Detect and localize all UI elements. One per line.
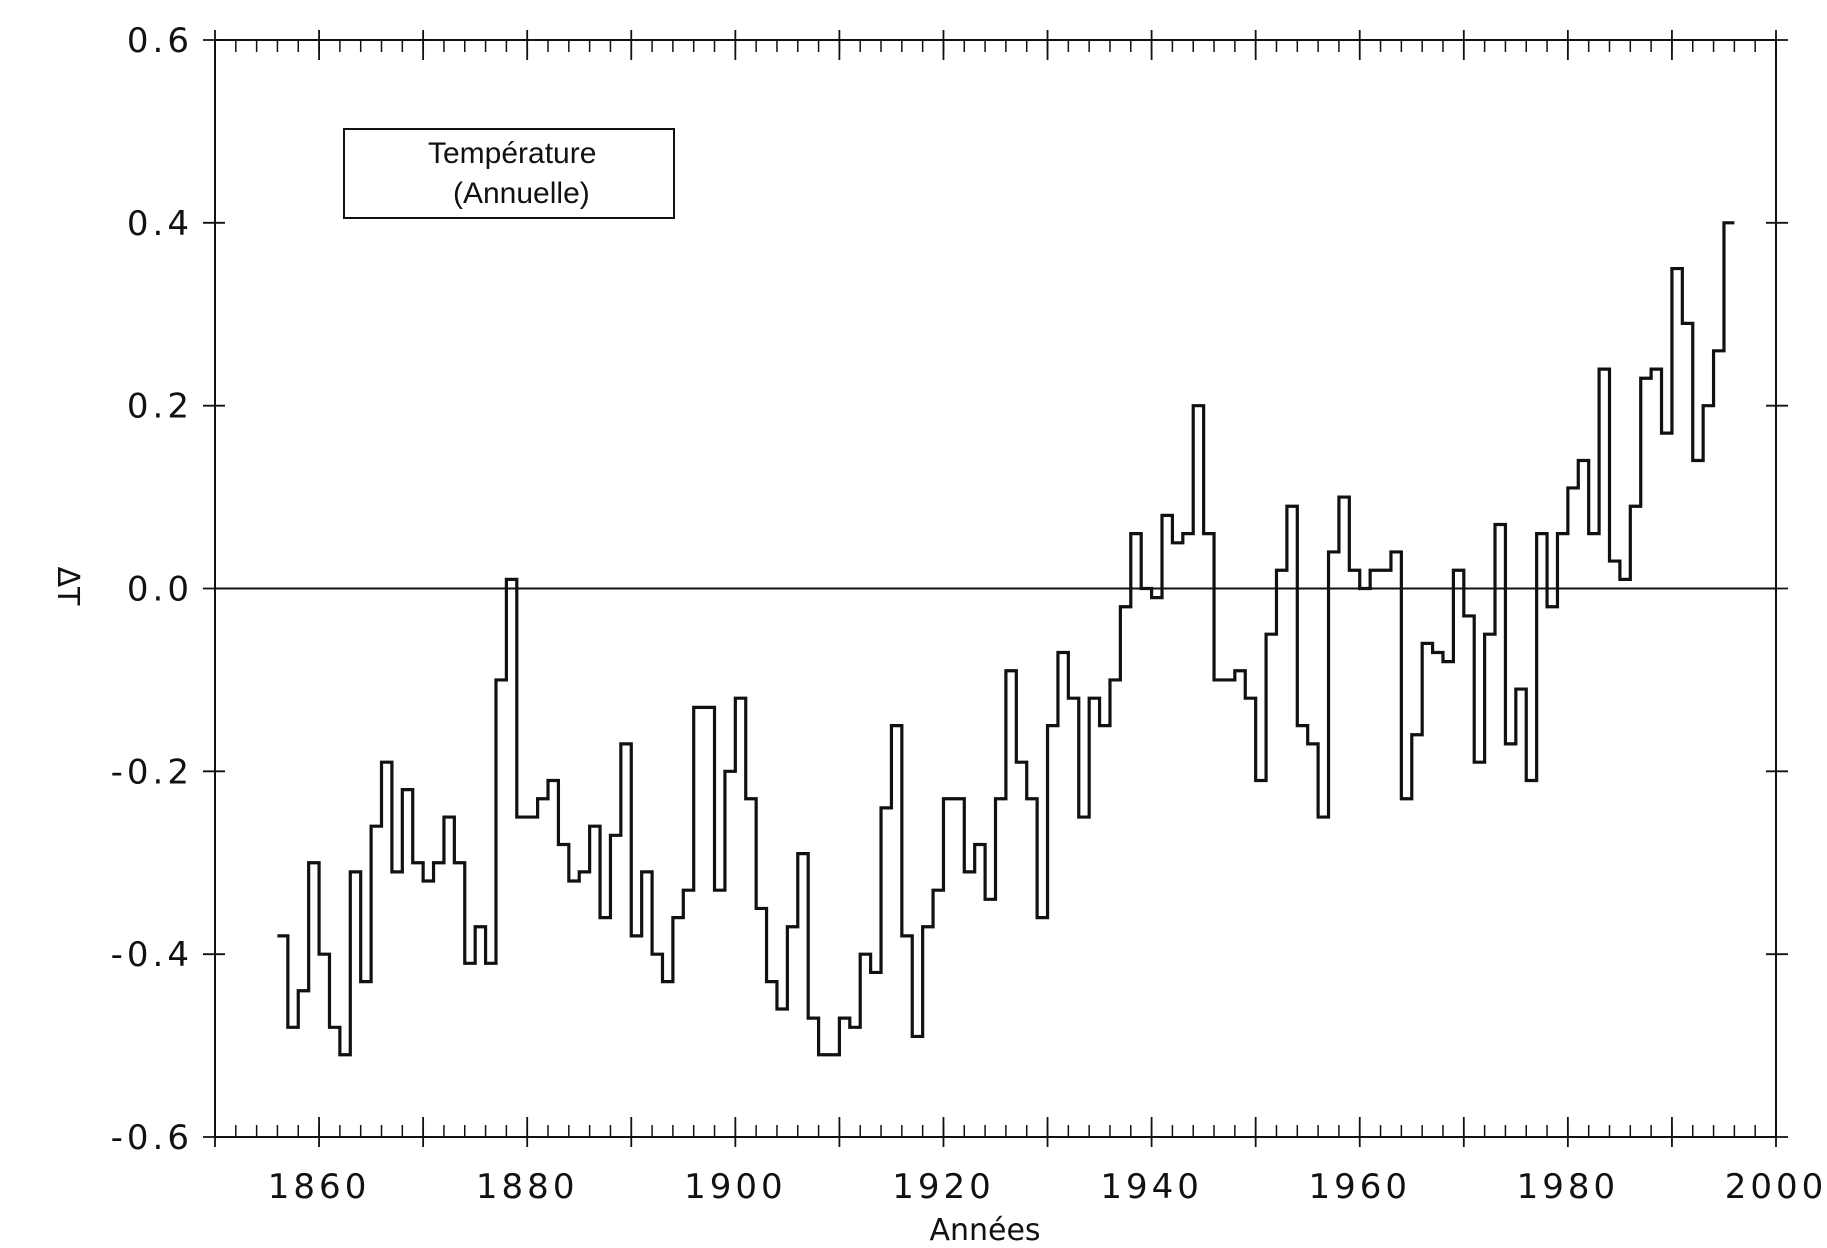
y-tick-label: 0.0 (127, 570, 193, 610)
temperature-series-line (277, 221, 1735, 1057)
y-tick-label: -0.6 (111, 1118, 193, 1158)
y-tick-label: 0.4 (127, 204, 193, 244)
x-tick-label: 1920 (892, 1167, 995, 1207)
legend: Température (Annuelle) (343, 128, 675, 219)
x-tick-label: 1880 (476, 1167, 579, 1207)
x-tick-labels: 1860 1880 1900 1920 1940 1960 1980 2000 (268, 1167, 1827, 1207)
y-tick-label: -0.2 (111, 752, 193, 792)
y-axis-title: ΔT (50, 567, 85, 607)
y-tick-label: 0.6 (127, 21, 193, 61)
y-tick-labels: 0.6 0.4 0.2 0.0 -0.2 -0.4 -0.6 (111, 21, 193, 1158)
y-ticks (203, 39, 1788, 1138)
legend-box (343, 128, 675, 219)
x-tick-label: 1940 (1100, 1167, 1203, 1207)
x-major-ticks (214, 30, 1777, 1147)
x-axis-title: Années (929, 1213, 1040, 1248)
y-tick-label: 0.2 (127, 387, 193, 427)
x-tick-label: 1960 (1308, 1167, 1411, 1207)
legend-line-1: Température (428, 137, 596, 170)
legend-line-2: (Annuelle) (453, 177, 590, 210)
x-tick-label: 1860 (268, 1167, 371, 1207)
y-tick-label: -0.4 (111, 935, 193, 975)
x-tick-label: 1900 (684, 1167, 787, 1207)
x-tick-label: 1980 (1517, 1167, 1620, 1207)
x-tick-label: 2000 (1725, 1167, 1827, 1207)
